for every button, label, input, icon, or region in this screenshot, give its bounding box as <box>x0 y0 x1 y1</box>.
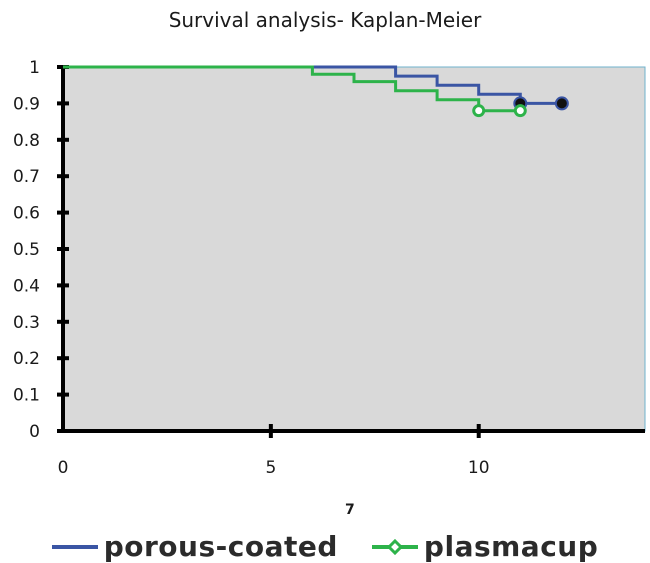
y-tick-label: 0.4 <box>13 276 40 296</box>
y-tick-label: 0.8 <box>13 131 40 151</box>
y-tick-label: 1 <box>29 58 40 78</box>
y-tick-label: 0 <box>29 422 40 442</box>
y-tick-label: 0.7 <box>13 167 40 187</box>
series-line-plasmacup <box>63 65 521 113</box>
y-tick-label: 0.2 <box>13 349 40 369</box>
y-tick-label: 0.1 <box>13 386 40 406</box>
legend-item-plasmacup: plasmacup <box>371 530 599 563</box>
x-tick-label: 0 <box>58 458 69 478</box>
chart-legend: porous-coated plasmacup <box>0 532 650 562</box>
y-tick-label: 0.5 <box>13 240 40 260</box>
plot-area <box>62 66 646 432</box>
legend-item-porous-coated: porous-coated <box>51 530 338 563</box>
censor-point-plasmacup <box>472 104 486 118</box>
x-tick-label: 10 <box>468 458 490 478</box>
legend-swatch-plasmacup <box>371 539 418 555</box>
legend-label-plasmacup: plasmacup <box>423 530 599 563</box>
y-tick-label: 0.9 <box>13 94 40 114</box>
legend-swatch-porous-coated <box>51 545 98 549</box>
y-tick-label: 0.3 <box>13 313 40 333</box>
chart-title: Survival analysis- Kaplan-Meier <box>168 8 482 32</box>
y-tick-label: 0.6 <box>13 204 40 224</box>
x-tick-label: 5 <box>265 458 276 478</box>
censor-point-porous-coated <box>554 96 569 111</box>
x-axis-label: 7 <box>345 502 355 518</box>
legend-label-porous-coated: porous-coated <box>103 530 338 563</box>
censor-point-plasmacup <box>513 104 527 118</box>
